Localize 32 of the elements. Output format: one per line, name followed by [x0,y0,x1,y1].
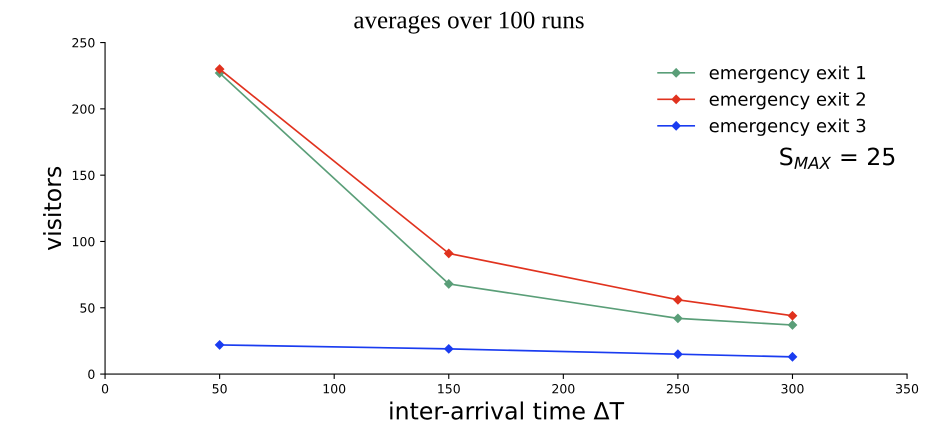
y-tick-label: 50 [80,303,95,313]
y-axis-title: visitors [43,166,62,250]
point [673,314,683,324]
x-tick-label: 0 [102,384,108,394]
y-tick-label: 100 [72,236,95,246]
legend-label: emergency exit 2 [710,92,865,110]
x-axis-title: inter-arrival time ΔT [390,401,624,420]
legend-label: emergency exit 3 [710,118,866,136]
point [444,248,454,258]
x-tick-label: 350 [896,384,918,394]
point [788,352,798,362]
point [673,295,683,304]
point [788,311,798,320]
chart-title: averages over 100 runs [354,12,584,34]
x-tick-label: 100 [324,384,346,394]
x-tick-label: 200 [552,384,574,394]
point [673,350,683,359]
y-tick-label: 0 [88,370,95,380]
point [215,340,224,350]
x-tick-label: 150 [438,384,460,394]
point [444,344,454,354]
legend-label: emergency exit 1 [710,65,866,83]
y-tick-label: 250 [72,38,95,48]
point [444,279,454,289]
x-tick-label: 250 [666,384,690,394]
y-tick-label: 200 [72,104,95,114]
annotation: S$_{MAX}$ = 25 [780,148,894,169]
x-tick-label: 300 [782,384,804,394]
x-tick-label: 50 [212,384,227,394]
point [788,320,798,330]
point [215,64,224,74]
y-tick-label: 150 [72,170,95,180]
